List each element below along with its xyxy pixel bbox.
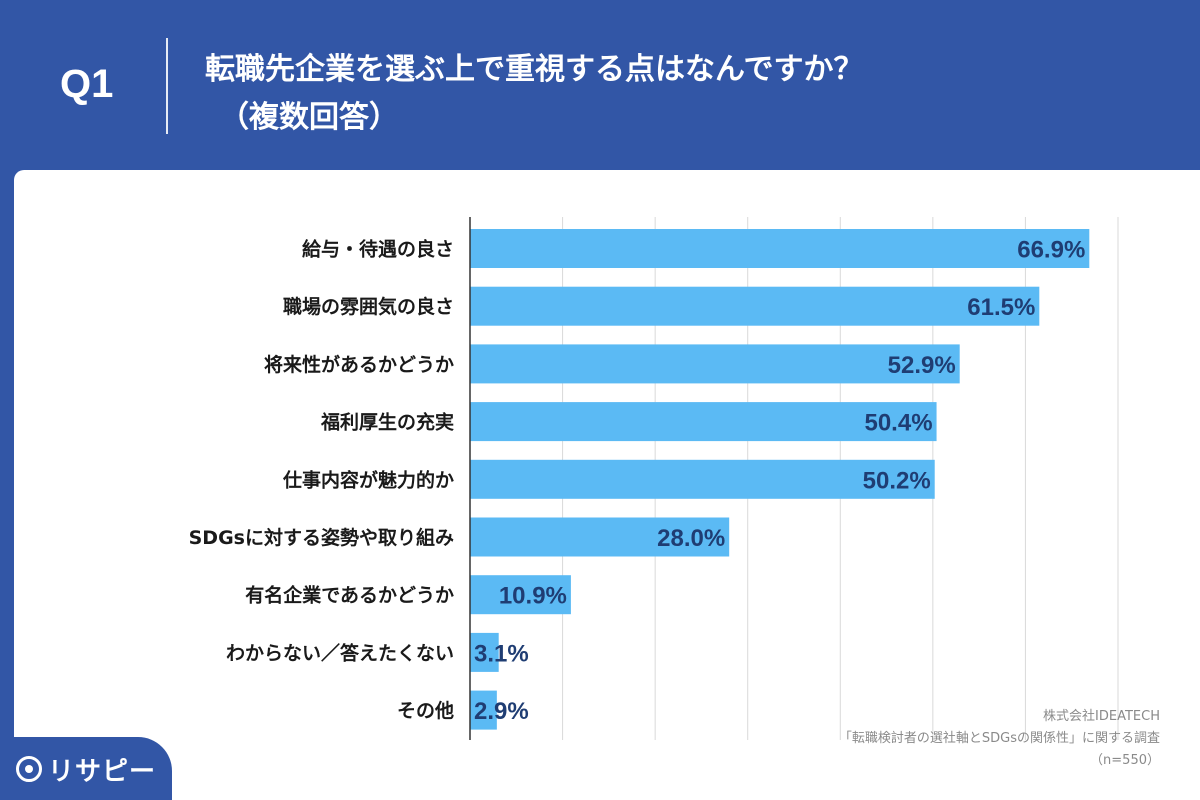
bar xyxy=(470,344,960,384)
header-divider xyxy=(166,38,168,134)
bar xyxy=(470,286,1040,326)
value-label: 50.4% xyxy=(864,410,932,437)
category-label: 職場の雰囲気の良さ xyxy=(283,295,454,318)
bar xyxy=(470,690,497,730)
category-label: 仕事内容が魅力的か xyxy=(282,468,454,491)
question-title-line2: （複数回答） xyxy=(219,100,399,135)
category-label: その他 xyxy=(397,699,454,722)
value-label: 66.9% xyxy=(1017,237,1085,264)
bar xyxy=(470,402,937,442)
footnote-survey: 「転職検討者の選社軸とSDGsの関係性」に関する調査 xyxy=(838,731,1160,746)
category-label: 有名企業であるかどうか xyxy=(245,584,454,607)
footnote-source: 株式会社IDEATECH xyxy=(1043,709,1160,724)
bar xyxy=(470,517,730,557)
pin-icon xyxy=(16,756,42,782)
value-label: 50.2% xyxy=(863,467,931,494)
question-title: 転職先企業を選ぶ上で重視する点はなんですか？ （複数回答） xyxy=(205,46,1165,142)
category-label: 将来性があるかどうか xyxy=(264,353,454,376)
footnote: 株式会社IDEATECH 「転職検討者の選社軸とSDGsの関係性」に関する調査 … xyxy=(839,706,1160,772)
category-label: 福利厚生の充実 xyxy=(320,411,454,434)
logo-text: リサピー xyxy=(48,756,157,787)
bar xyxy=(470,632,499,672)
category-label: 給与・待遇の良さ xyxy=(302,238,454,261)
bar xyxy=(470,575,571,615)
value-label: 2.9% xyxy=(474,698,529,725)
value-label: 52.9% xyxy=(888,352,956,379)
value-label: 10.9% xyxy=(499,583,567,610)
bar xyxy=(470,459,935,499)
value-label: 28.0% xyxy=(657,525,725,552)
category-label: SDGsに対する姿勢や取り組み xyxy=(189,526,454,549)
question-title-line1: 転職先企業を選ぶ上で重視する点はなんですか？ xyxy=(205,52,864,87)
category-label: わからない／答えたくない xyxy=(226,641,454,664)
question-number: Q1 xyxy=(60,62,114,106)
bar xyxy=(470,229,1090,268)
logo: リサピー xyxy=(16,751,156,787)
footnote-sample: （n=550） xyxy=(1090,753,1160,768)
value-label: 61.5% xyxy=(967,294,1035,321)
value-label: 3.1% xyxy=(474,640,529,667)
